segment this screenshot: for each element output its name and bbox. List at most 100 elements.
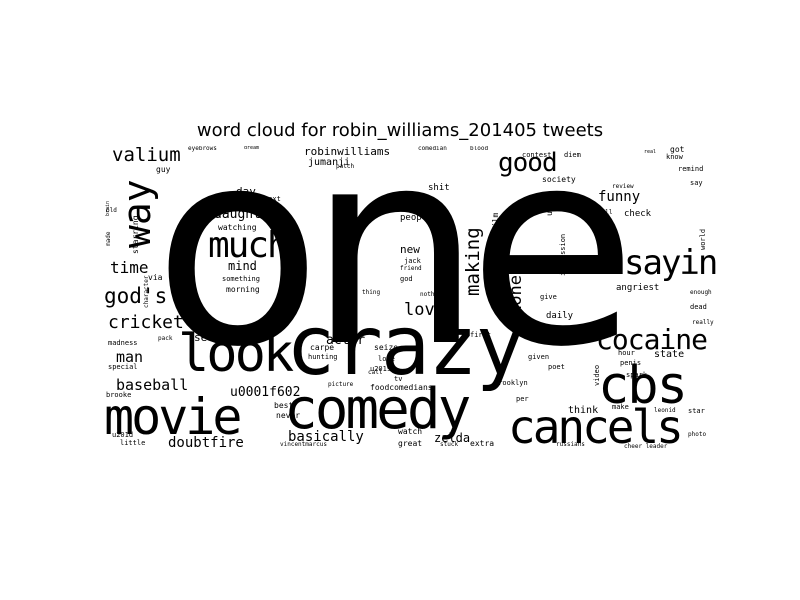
word-cheerleader: cheer leader (624, 443, 668, 450)
word-gods: god's (104, 284, 168, 308)
word-mork: morkmindy (330, 195, 354, 304)
word-baseball: baseball (116, 376, 189, 394)
word-zelda: zelda (434, 431, 471, 445)
word-bill: bill (598, 209, 613, 216)
word-show: show (224, 199, 241, 207)
word-contest: contest (522, 151, 552, 159)
word-little: little (120, 439, 146, 447)
word-video: video (593, 364, 601, 386)
word-really: really (692, 319, 714, 326)
word-special: special (108, 363, 138, 371)
word-something: something (222, 275, 260, 283)
word-hunting: hunting (308, 353, 338, 361)
word-watch: watch (398, 427, 423, 436)
word-state: state (654, 349, 685, 360)
word-poet: poet (548, 363, 565, 371)
word-u0001f602: u0001f602 (230, 385, 301, 400)
word-next: next (264, 195, 281, 203)
word-never: never (276, 411, 301, 420)
word-god: god (400, 275, 413, 283)
word-remind: remind (678, 165, 704, 173)
word-pack: pack (158, 335, 173, 342)
word-watching: watching (218, 223, 257, 232)
word-seize: seize (374, 343, 399, 352)
word-foodcomedians: foodcomedians (370, 383, 433, 392)
word-brooklyn: brooklyn (494, 379, 528, 387)
word-call: call (368, 369, 383, 376)
word-society: society (542, 175, 576, 184)
word-cancels: cancels (508, 400, 684, 454)
word-star: star (688, 407, 705, 415)
word-dream: dream (244, 146, 260, 151)
word-robinwilliams: robinwilliams (304, 146, 391, 158)
word-jumanji: jumanji (308, 157, 351, 168)
word-money: money (506, 264, 526, 316)
word-leonid: leonid (654, 407, 676, 414)
word-man: man (116, 348, 144, 366)
word-cloud: one crazy comedy movie cancels cbs look … (104, 146, 718, 454)
word-cocaine: cocaine (596, 323, 708, 356)
word-much: much (208, 225, 289, 266)
word-people: people (400, 213, 433, 223)
word-world: world (699, 228, 707, 250)
word-movie: movie (104, 388, 243, 446)
word-comedian: comedian (418, 146, 447, 152)
word-genie: genie (544, 265, 563, 272)
word-actor: actor (326, 333, 366, 348)
word-cbs: cbs (598, 356, 688, 416)
word-starring: starring (131, 215, 140, 254)
word-via: via (148, 273, 163, 282)
word-real: real (644, 149, 657, 155)
word-russians: russians (556, 441, 585, 448)
word-say: say (690, 179, 703, 187)
word-making: making (462, 227, 484, 296)
word-carpe: carpe (310, 343, 335, 352)
chart-title: word cloud for robin_williams_201405 twe… (196, 120, 604, 141)
word-red: red (410, 201, 427, 211)
word-tv: tv (394, 375, 403, 383)
word-mind: mind (228, 259, 257, 273)
word-extra: extra (470, 439, 495, 448)
word-u201d: u201d (112, 431, 134, 439)
word-made: made (105, 231, 112, 246)
word-brooke: brooke (106, 391, 132, 399)
word-give: give (540, 293, 557, 301)
word-day: day (236, 185, 256, 198)
word-daughter: daughter (214, 207, 277, 222)
word-think: think (568, 405, 599, 416)
word-eyebrows: eyebrows (188, 146, 217, 152)
word-got: got (670, 146, 685, 154)
word-best: best (274, 401, 294, 410)
word-love: love (404, 300, 445, 320)
word-patch: patch (336, 163, 355, 170)
word-new: new (400, 243, 420, 256)
word-make: make (612, 403, 629, 411)
word-photo: photo (688, 431, 707, 438)
word-selling: selling (194, 331, 241, 344)
word-given: given (528, 353, 550, 361)
word-basically: basically (288, 429, 364, 445)
word-picture: picture (328, 381, 354, 388)
word-e3: e3 (558, 331, 568, 340)
word-cricket: cricket (108, 312, 184, 333)
word-lose: lose (378, 355, 395, 363)
word-jack: jack (404, 257, 421, 265)
word-one: one (153, 146, 637, 406)
word-spark: spark (626, 371, 648, 379)
word-blood: blood (470, 146, 489, 152)
word-look: look (178, 324, 294, 384)
word-comedy: comedy (284, 377, 471, 442)
word-film: film (491, 212, 500, 232)
word-daily: daily (546, 311, 574, 321)
word-dead: dead (690, 303, 707, 311)
word-great: great (398, 439, 423, 448)
word-valium: valium (112, 146, 181, 166)
word-morning: morning (226, 285, 260, 294)
word-nothing: nothing (420, 291, 446, 298)
word-thing: thing (362, 289, 381, 296)
word-saying: saying (624, 243, 718, 283)
word-diem: diem (564, 151, 581, 159)
word-good: good (498, 148, 558, 178)
word-per: per (516, 395, 529, 403)
word-friend: friend (400, 265, 422, 272)
